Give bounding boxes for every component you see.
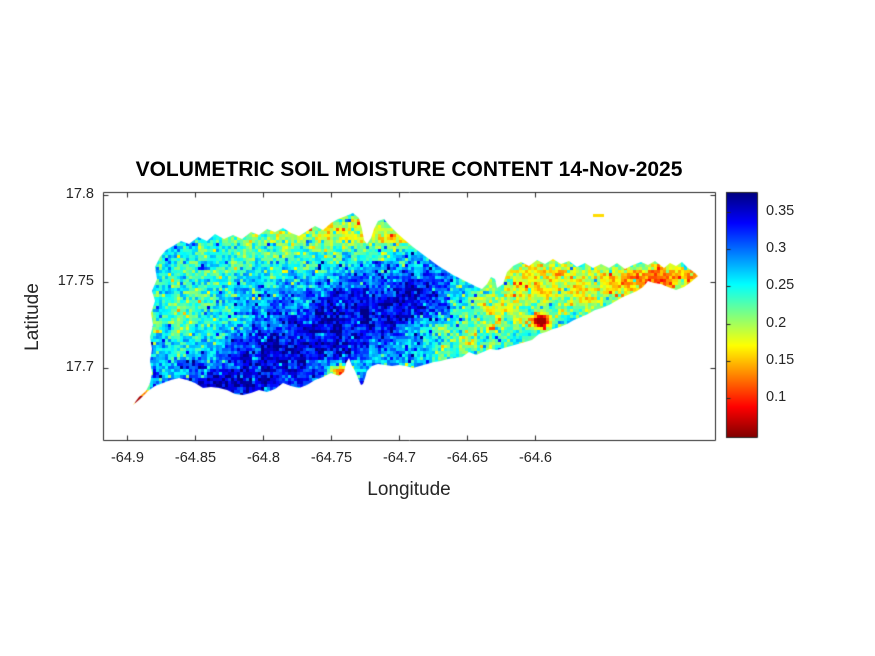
colorbar-tick-label: 0.3 bbox=[766, 240, 787, 257]
chart-title: VOLUMETRIC SOIL MOISTURE CONTENT 14-Nov-… bbox=[135, 158, 683, 181]
x-tick-label: -64.85 bbox=[174, 450, 217, 466]
colorbar-tick-label: 0.15 bbox=[766, 351, 795, 368]
colorbar-tick-label: 0.35 bbox=[766, 202, 795, 219]
x-tick-label: -64.65 bbox=[446, 450, 489, 466]
y-tick-label: 17.75 bbox=[57, 272, 94, 289]
x-tick-label: -64.7 bbox=[382, 450, 416, 466]
x-tick-label: -64.8 bbox=[246, 450, 280, 466]
y-tick-label: 17.7 bbox=[65, 358, 94, 375]
x-axis-label: Longitude bbox=[367, 479, 451, 500]
x-tick-label: -64.75 bbox=[310, 450, 353, 466]
x-tick-label: -64.9 bbox=[110, 450, 144, 466]
x-tick-label: -64.6 bbox=[518, 450, 552, 466]
colorbar-tick-label: 0.1 bbox=[766, 389, 787, 406]
colorbar-tick-label: 0.25 bbox=[766, 277, 795, 294]
y-tick-label: 17.8 bbox=[65, 186, 94, 203]
colorbar-tick-label: 0.2 bbox=[766, 314, 787, 331]
